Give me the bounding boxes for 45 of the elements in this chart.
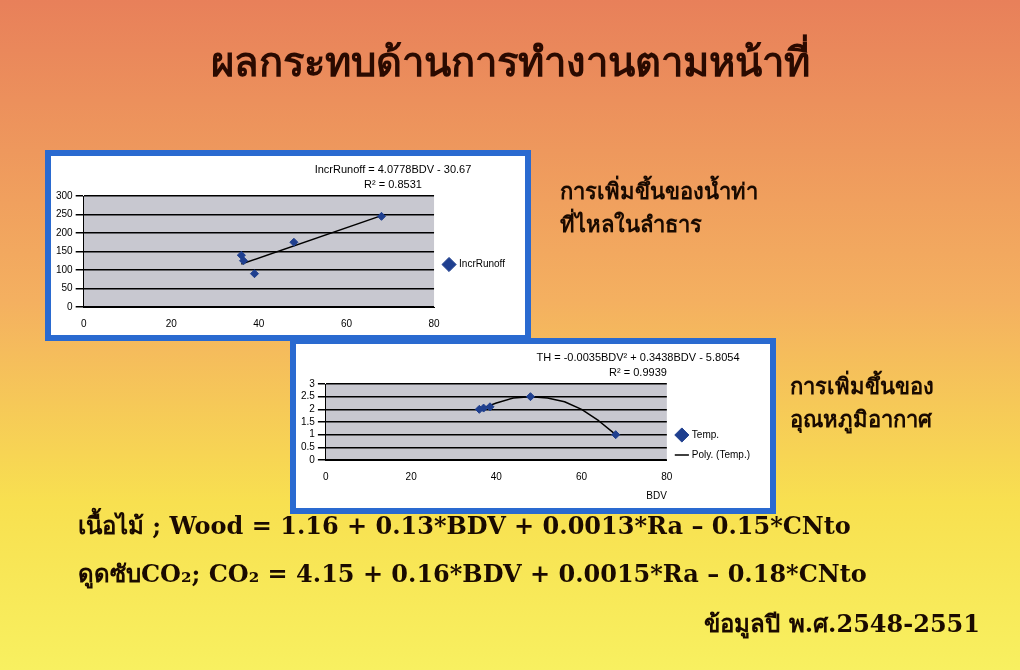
text: R² = 0.9939	[609, 365, 667, 378]
point	[376, 211, 386, 221]
point	[611, 430, 621, 440]
y-tick-label: 150	[56, 245, 74, 257]
x-tick-label: 20	[165, 317, 178, 329]
x-tick-label: 80	[661, 470, 673, 482]
text: ข้อมูลปี พ.ศ.2548-2551	[703, 609, 980, 639]
x-tick-label: 80	[428, 317, 441, 329]
x-tick-label: 0	[323, 470, 330, 482]
y-tick-label: 0	[67, 300, 74, 312]
point	[289, 237, 299, 247]
y-tick-label: 0	[309, 453, 316, 465]
y-tick-label: 100	[56, 263, 74, 275]
text: การเพิ่มขึ้นของน้ำท่า ที่ไหลในลำธาร	[560, 175, 758, 239]
text: ดูดซับCO₂; CO₂ = 4.15 + 0.16*BDV + 0.0015*Ra – 0.18*CNto	[78, 559, 867, 589]
point	[239, 256, 249, 266]
x-tick-label: 60	[340, 317, 353, 329]
y-tick-label: 3	[309, 377, 316, 389]
point	[236, 250, 246, 260]
x-tick-label: 40	[253, 317, 265, 329]
text: TH = -0.0035BDV² + 0.3438BDV - 5.8054	[536, 350, 740, 363]
x-tick-label: 60	[576, 470, 588, 482]
y-tick-label: 2	[309, 403, 316, 415]
text: IncrRunoff = 4.0778BDV - 30.67	[314, 162, 472, 175]
y-tick-label: 50	[61, 282, 74, 294]
point	[249, 269, 259, 279]
legend-label: IncrRunoff	[459, 258, 506, 270]
x-tick-label: 40	[490, 470, 503, 482]
text: ผลกระทบด้านการทำงานตามหน้าที่	[209, 33, 811, 87]
point	[525, 392, 535, 402]
y-tick-label: 0.5	[301, 441, 316, 453]
x-axis-title: BDV	[646, 489, 668, 501]
y-tick-label: 200	[56, 226, 74, 238]
y-tick-label: 300	[56, 189, 74, 201]
point	[485, 402, 495, 412]
text: การเพิ่มขึ้นของ อุณหภูมิอากาศ	[790, 370, 934, 436]
x-tick-label: 0	[80, 317, 87, 329]
legend-label: Poly. (Temp.)	[691, 448, 751, 460]
text: R² = 0.8531	[364, 177, 422, 190]
y-tick-label: 2.5	[301, 390, 316, 402]
x-tick-label: 20	[405, 470, 418, 482]
y-tick-label: 1	[309, 428, 316, 440]
legend-label: Temp.	[691, 428, 720, 440]
y-tick-label: 1.5	[301, 415, 316, 427]
y-tick-label: 250	[56, 208, 74, 220]
